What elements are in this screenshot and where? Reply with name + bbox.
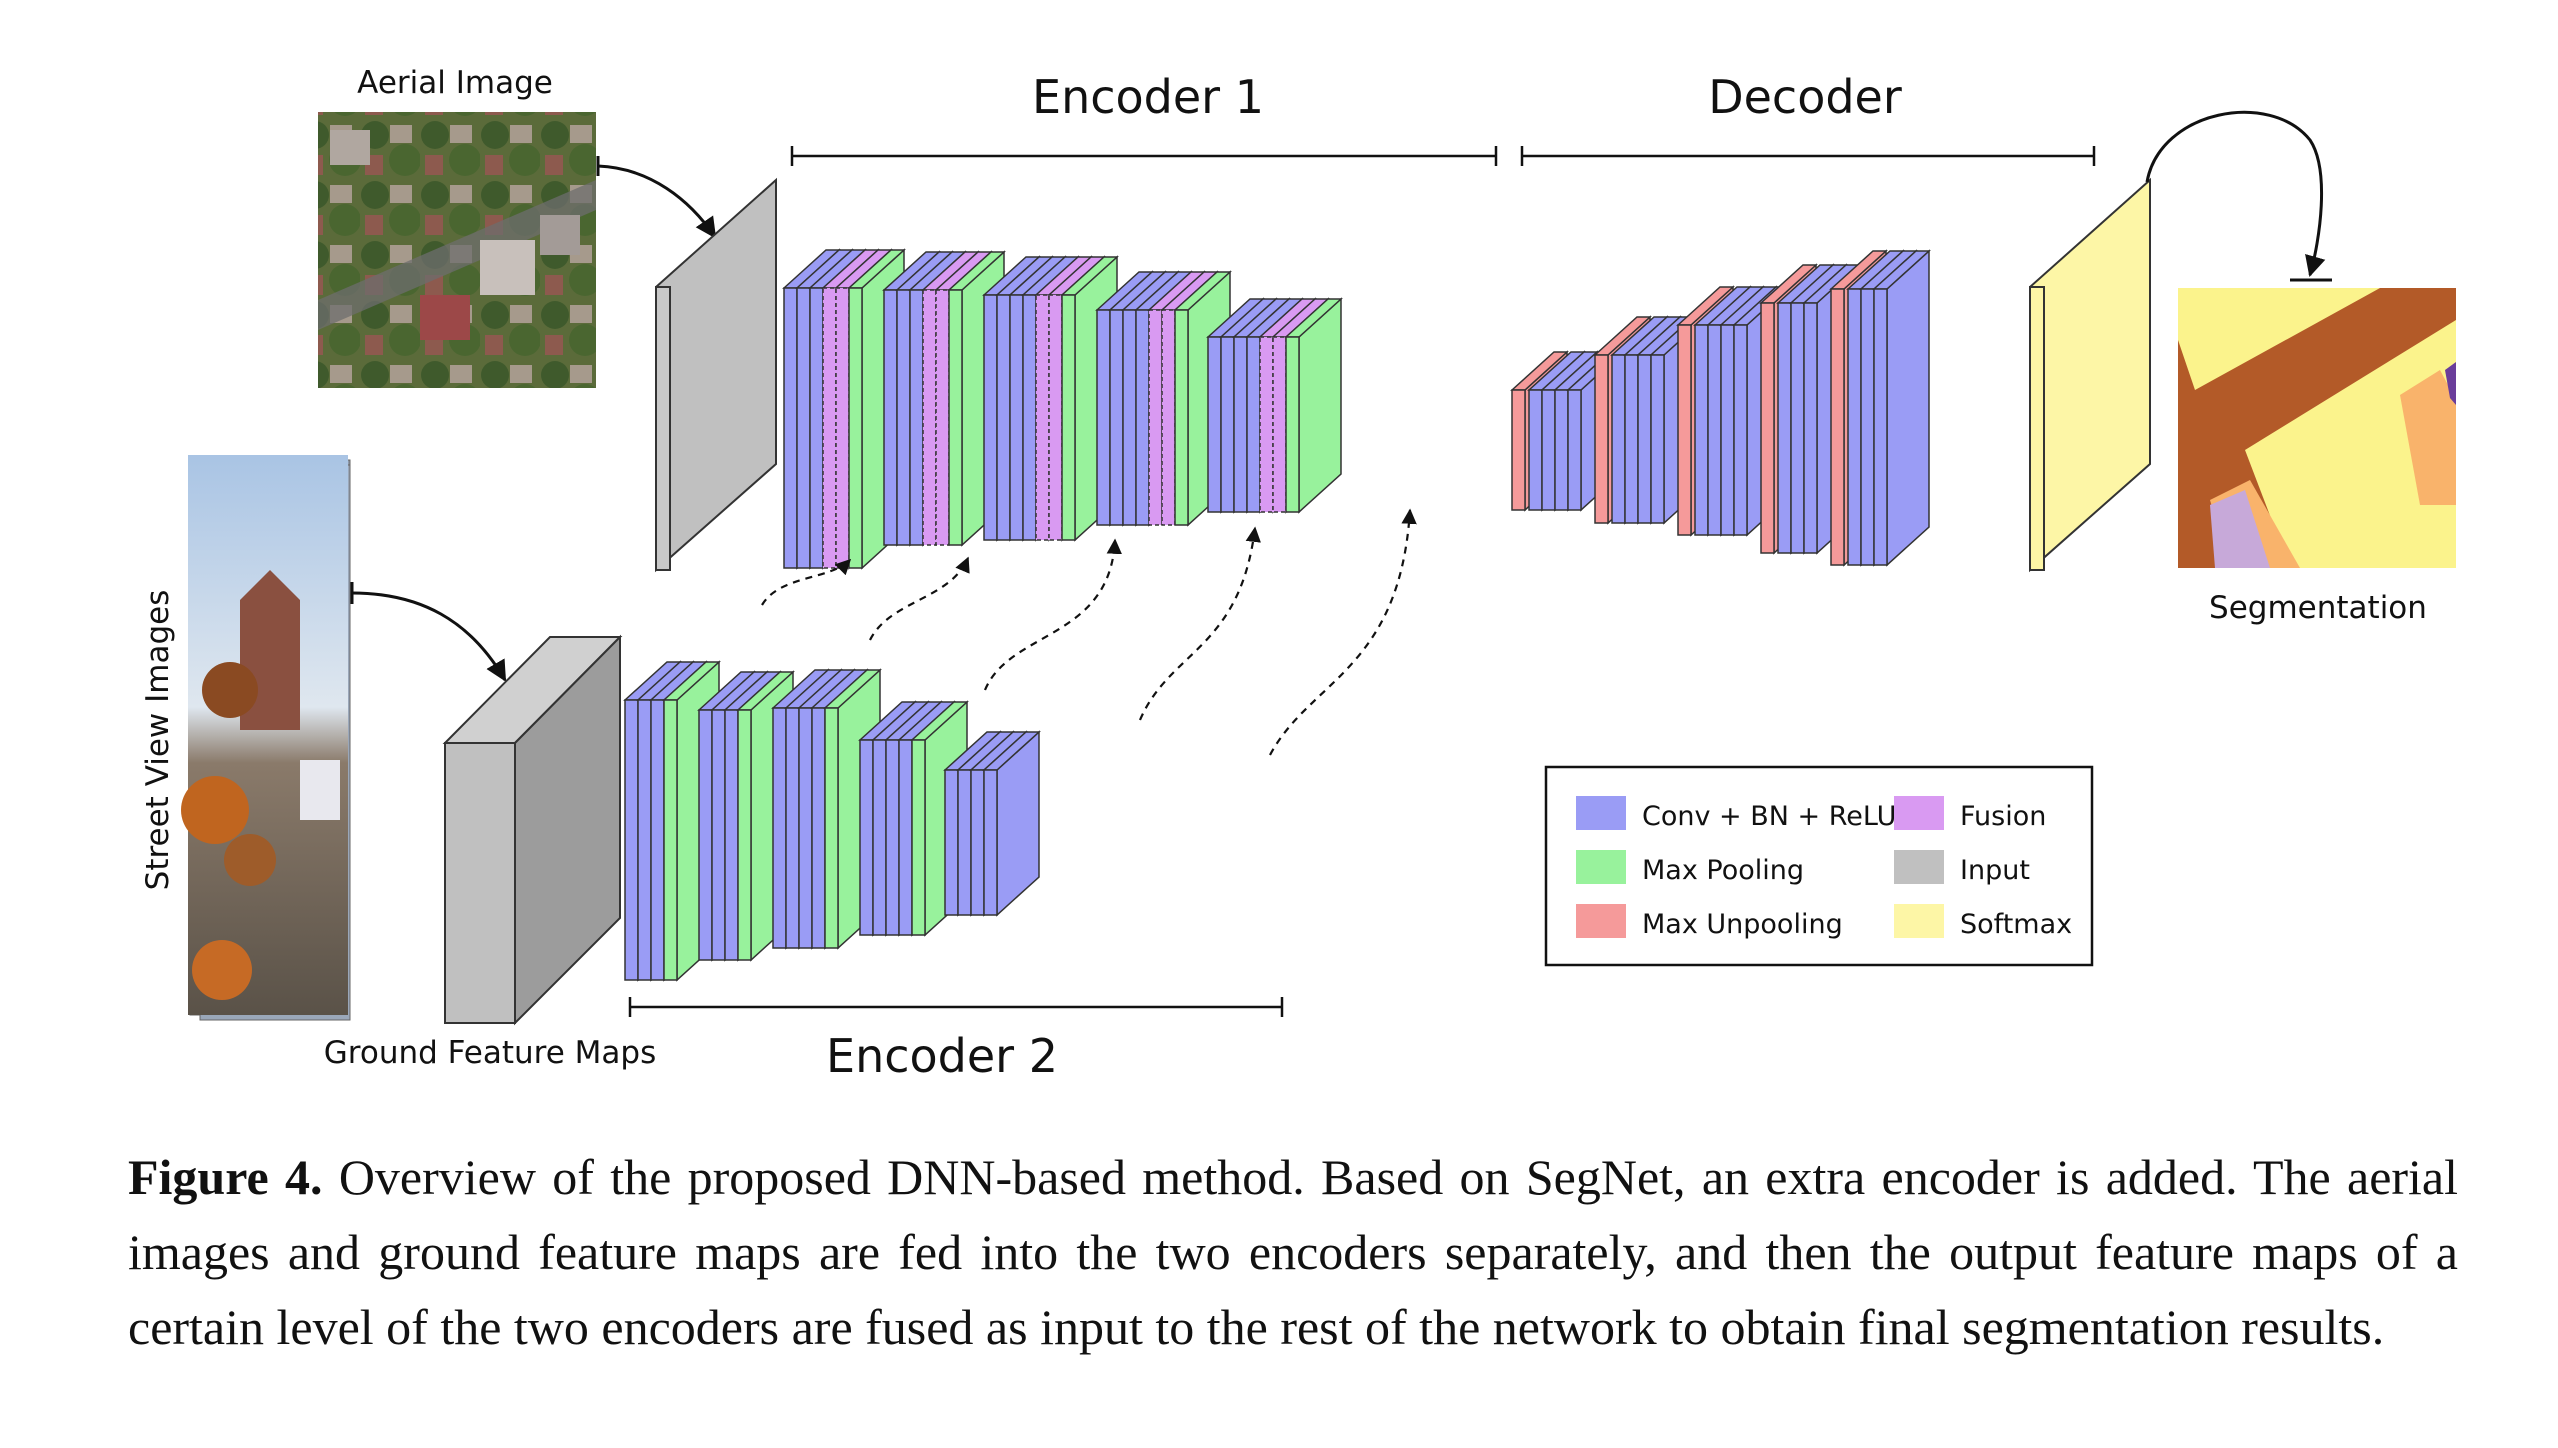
legend-item-softmax: Softmax [1894, 904, 2072, 940]
legend-item-max-pooling: Max Pooling [1576, 850, 1804, 886]
encoder2-bracket [628, 997, 1284, 1017]
svg-text:Max Pooling: Max Pooling [1642, 855, 1804, 886]
decoder-label: Decoder [1708, 70, 1902, 124]
aerial-to-input-arrow [597, 164, 717, 239]
aerial-image-group: Aerial Image [318, 65, 596, 388]
fusion-arrows [761, 508, 1417, 756]
encoder1-bracket [790, 146, 1498, 166]
caption-text: Overview of the proposed DNN-based metho… [128, 1149, 2459, 1355]
ground-feature-maps-label: Ground Feature Maps [324, 1035, 656, 1071]
legend-item-max-unpooling: Max Unpooling [1576, 904, 1843, 940]
figure-caption: Figure 4. Overview of the proposed DNN-b… [128, 1140, 2458, 1365]
svg-text:Max Unpooling: Max Unpooling [1642, 909, 1843, 940]
svg-text:Fusion: Fusion [1960, 801, 2046, 832]
encoder2-blocks [623, 660, 1041, 982]
dec-s5-conv-layer-3 [1872, 249, 1931, 567]
caption-figure-label: Figure 4. [128, 1149, 323, 1205]
street-view-label: Street View Images [140, 590, 176, 891]
decoder-blocks [1510, 249, 1931, 567]
encoder1-blocks [782, 248, 1343, 570]
aerial-input-slab [655, 177, 777, 573]
encoder1-label: Encoder 1 [1032, 70, 1264, 124]
encoder2-label: Encoder 2 [826, 1029, 1058, 1083]
svg-text:Input: Input [1960, 855, 2030, 886]
aerial-image-label: Aerial Image [357, 65, 553, 101]
softmax-to-segmentation-arrow [2145, 110, 2326, 278]
segmentation-label: Segmentation [2209, 590, 2427, 626]
ground-feature-maps-block [442, 634, 623, 1026]
legend-item-fusion: Fusion [1894, 796, 2046, 832]
street-to-ground-arrow [351, 591, 507, 682]
legend: Conv + BN + ReLU Fusion Max Pooling Inpu… [1544, 765, 2094, 967]
segmentation-map [2178, 288, 2456, 568]
softmax-slab [2029, 177, 2151, 573]
legend-item-input: Input [1894, 850, 2030, 886]
aerial-image [318, 112, 596, 388]
enc2-s5-conv-layer-3 [982, 730, 1041, 917]
legend-item-conv: Conv + BN + ReLU [1576, 796, 1896, 832]
svg-text:Conv + BN + ReLU: Conv + BN + ReLU [1642, 801, 1896, 832]
decoder-bracket [1520, 146, 2096, 166]
enc1-s5-pool-layer-6 [1284, 297, 1343, 514]
street-view-images [181, 455, 351, 1021]
svg-text:Softmax: Softmax [1960, 909, 2072, 940]
